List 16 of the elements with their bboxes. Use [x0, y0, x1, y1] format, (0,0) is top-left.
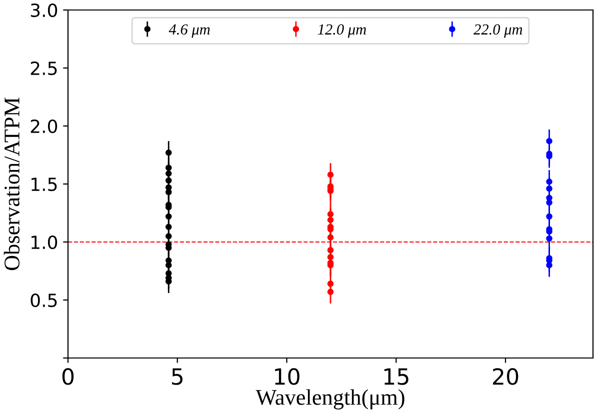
x-tick-label: 20 [492, 368, 518, 385]
legend-label: 22.0 μm [474, 24, 522, 38]
x-tick-label: 10 [275, 368, 300, 385]
y-tick-label: 0.5 [30, 293, 57, 308]
y-tick-label: 1.5 [32, 178, 57, 192]
y-tick-label: 1.0 [32, 235, 58, 250]
legend-label: 12.0 μm [318, 24, 366, 38]
x-tick-label: 0 [62, 368, 74, 385]
y-tick-label: 2.0 [30, 119, 58, 134]
legend-label: 4.6 μm [168, 24, 210, 38]
y-tick-label: 3.0 [30, 3, 58, 18]
y-axis-title: Observation/ATPM [4, 98, 20, 270]
x-tick-label: 15 [384, 368, 408, 385]
x-tick-label: 5 [172, 368, 183, 385]
y-tick-label: 2.5 [30, 61, 57, 76]
x-axis-title: Wavelength(μm) [256, 389, 404, 410]
